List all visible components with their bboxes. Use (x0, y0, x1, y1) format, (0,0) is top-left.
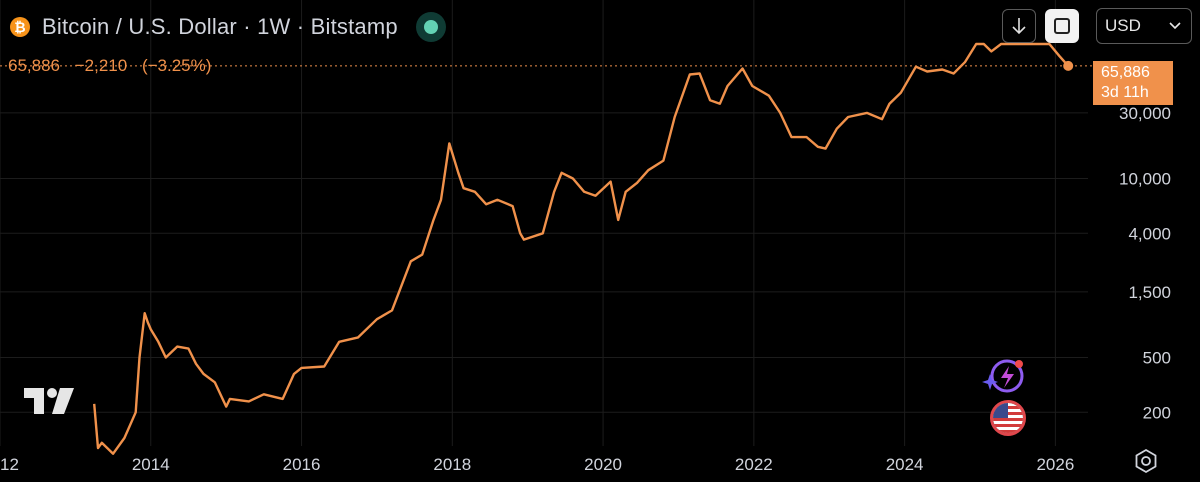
x-tick-label: 2012 (0, 455, 19, 474)
x-tick-label: 2020 (584, 455, 622, 474)
settings-icon[interactable] (1133, 448, 1159, 474)
tradingview-logo[interactable] (24, 388, 78, 416)
price-change: −2,210 (74, 56, 128, 75)
y-tick-label: 200 (1143, 403, 1171, 422)
badge-countdown: 3d 11h (1101, 84, 1149, 101)
y-tick-label: 30,000 (1119, 104, 1171, 123)
currency-select[interactable]: USD (1096, 8, 1192, 44)
market-status-icon[interactable] (415, 12, 446, 42)
last-price: 65,886 (8, 56, 60, 75)
x-tick-label: 2024 (886, 455, 924, 474)
chart-title[interactable]: Bitcoin / U.S. Dollar · 1W · Bitstamp (42, 14, 398, 39)
badge-price: 65,886 (1101, 64, 1150, 81)
x-tick-label: 2014 (132, 455, 170, 474)
bitcoin-icon: ₿ (10, 17, 30, 37)
last-price-badge: 65,886 3d 11h (1093, 61, 1173, 105)
y-axis: 30,000 10,000 4,000 1,500 500 200 (1119, 104, 1171, 422)
y-tick-label: 4,000 (1128, 224, 1171, 243)
x-axis: 2012 2014 2016 2018 2020 2022 2024 2026 (0, 455, 1074, 474)
scroll-to-latest-button[interactable] (1002, 9, 1036, 43)
chart-grid (0, 0, 1088, 446)
fit-screen-button[interactable] (1045, 9, 1079, 43)
x-tick-label: 2022 (735, 455, 773, 474)
y-tick-label: 1,500 (1128, 283, 1171, 302)
y-tick-label: 10,000 (1119, 170, 1171, 189)
price-change-pct: (−3.25%) (141, 56, 212, 75)
fit-screen-icon (1054, 18, 1070, 34)
us-flag-icon[interactable] (990, 400, 1026, 436)
x-tick-label: 2018 (433, 455, 471, 474)
x-tick-label: 2026 (1036, 455, 1074, 474)
arrow-down-icon (1012, 18, 1026, 35)
chart-header: ₿ Bitcoin / U.S. Dollar · 1W · Bitstamp (10, 12, 446, 42)
chevron-down-icon (1169, 22, 1181, 30)
price-summary: 65,886 −2,210 (−3.25%) (8, 56, 221, 76)
price-series-line (93, 42, 1070, 455)
y-tick-label: 500 (1143, 349, 1171, 368)
last-price-dot (1063, 60, 1074, 71)
sparkle-bolt-icon[interactable] (981, 358, 1029, 398)
currency-value: USD (1105, 16, 1141, 35)
x-tick-label: 2016 (283, 455, 321, 474)
